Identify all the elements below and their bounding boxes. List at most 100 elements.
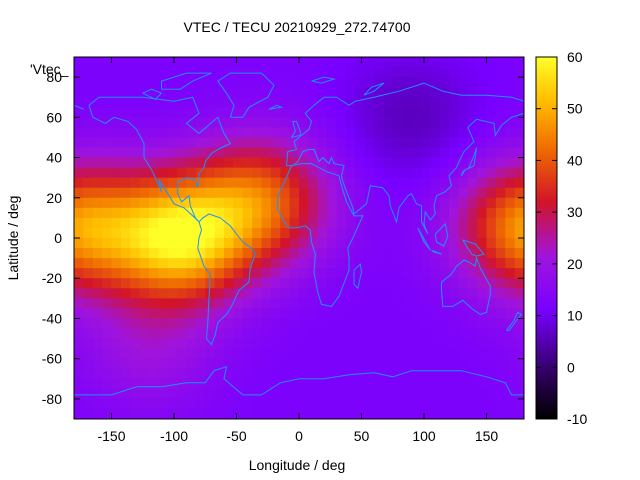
heatmap-cell: [186, 227, 197, 239]
heatmap-cell: [411, 298, 422, 309]
heatmap-cell: [270, 378, 281, 390]
heatmap-cell: [420, 248, 431, 259]
heatmap-cell: [120, 157, 131, 169]
heatmap-cell: [177, 177, 188, 189]
heatmap-cell: [392, 197, 403, 209]
heatmap-cell: [317, 268, 328, 279]
heatmap-cell: [92, 197, 103, 209]
heatmap-cell: [102, 238, 113, 249]
heatmap-cell: [467, 278, 478, 289]
heatmap-cell: [495, 57, 506, 68]
heatmap-cell: [186, 57, 197, 68]
heatmap-cell: [252, 348, 263, 360]
heatmap-cell: [270, 157, 281, 169]
heatmap-cell: [317, 308, 328, 320]
heatmap-cell: [111, 107, 122, 118]
heatmap-cell: [505, 217, 516, 229]
heatmap-cell: [430, 328, 441, 340]
heatmap-cell: [224, 408, 234, 419]
heatmap-cell: [252, 217, 263, 229]
heatmap-cell: [420, 358, 431, 370]
heatmap-cell: [383, 97, 394, 108]
heatmap-cell: [505, 97, 516, 108]
heatmap-cell: [167, 268, 178, 279]
heatmap-cell: [186, 408, 197, 419]
colorbar-tick-label: 50: [567, 101, 583, 117]
heatmap-cell: [486, 258, 497, 269]
heatmap-cell: [224, 348, 234, 360]
heatmap-cell: [345, 57, 356, 68]
heatmap-cell: [111, 147, 122, 159]
heatmap-cell: [83, 308, 94, 320]
heatmap-cell: [458, 318, 469, 330]
heatmap-cell: [224, 378, 234, 390]
heatmap-cell: [495, 258, 506, 269]
heatmap-cell: [364, 117, 375, 128]
heatmap-cell: [111, 298, 122, 309]
heatmap-cell: [392, 358, 403, 370]
heatmap-cell: [402, 408, 413, 419]
heatmap-cell: [336, 87, 347, 98]
heatmap-cell: [289, 177, 300, 189]
heatmap-cell: [411, 127, 422, 139]
colorbar-tick-label: 40: [567, 152, 583, 168]
heatmap-cell: [280, 167, 291, 179]
heatmap-cell: [158, 238, 169, 249]
heatmap-cell: [430, 308, 441, 320]
heatmap-cell: [280, 378, 291, 390]
heatmap-cell: [205, 288, 216, 299]
heatmap-cell: [149, 288, 159, 299]
heatmap-cell: [261, 368, 272, 380]
heatmap-cell: [242, 77, 253, 88]
heatmap-cell: [336, 117, 347, 128]
heatmap-cell: [420, 97, 431, 108]
heatmap-cell: [111, 268, 122, 279]
heatmap-cell: [392, 147, 403, 159]
heatmap-cell: [392, 348, 403, 360]
heatmap-cell: [242, 107, 253, 118]
heatmap-cell: [289, 388, 300, 400]
heatmap-cell: [74, 67, 84, 78]
heatmap-cell: [477, 408, 488, 419]
heatmap-cell: [430, 87, 441, 98]
heatmap-cell: [214, 288, 225, 299]
heatmap-cell: [299, 288, 309, 299]
heatmap-cell: [374, 298, 384, 309]
heatmap-cell: [92, 278, 103, 289]
heatmap-cell: [308, 107, 319, 118]
heatmap-cell: [120, 378, 131, 390]
heatmap-cell: [514, 207, 524, 219]
heatmap-cell: [402, 288, 413, 299]
heatmap-cell: [439, 157, 450, 169]
heatmap-cell: [280, 227, 291, 239]
heatmap-cell: [252, 227, 263, 239]
heatmap-cell: [495, 388, 506, 400]
heatmap-cell: [139, 197, 150, 209]
heatmap-cell: [83, 288, 94, 299]
heatmap-cell: [74, 338, 84, 350]
heatmap-cell: [270, 248, 281, 259]
heatmap-cell: [467, 358, 478, 370]
heatmap-cell: [83, 117, 94, 128]
heatmap-cell: [233, 368, 244, 380]
heatmap-cell: [514, 408, 524, 419]
heatmap-cell: [477, 197, 488, 209]
heatmap-cell: [167, 348, 178, 360]
heatmap-cell: [449, 328, 459, 340]
heatmap-cell: [111, 77, 122, 88]
heatmap-cell: [402, 398, 413, 410]
heatmap-cell: [449, 368, 459, 380]
heatmap-cell: [477, 388, 488, 400]
heatmap-cell: [92, 77, 103, 88]
heatmap-cell: [74, 57, 84, 68]
heatmap-cell: [486, 177, 497, 189]
heatmap-cell: [167, 368, 178, 380]
heatmap-cell: [233, 137, 244, 149]
colorbar-tick-label: 0: [567, 359, 575, 375]
heatmap-cell: [224, 338, 234, 350]
heatmap-cell: [486, 107, 497, 118]
heatmap-cell: [270, 77, 281, 88]
heatmap-cell: [111, 97, 122, 108]
heatmap-cell: [120, 187, 131, 199]
heatmap-cell: [139, 137, 150, 149]
